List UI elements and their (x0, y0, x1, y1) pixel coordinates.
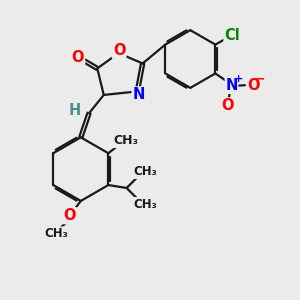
Text: O: O (113, 43, 125, 58)
Text: CH₃: CH₃ (133, 198, 157, 211)
Text: O: O (247, 78, 260, 93)
Text: CH₃: CH₃ (133, 165, 157, 178)
Text: CH₃: CH₃ (44, 227, 68, 240)
Text: CH₃: CH₃ (113, 134, 139, 147)
Text: N: N (133, 87, 145, 102)
Text: N: N (225, 78, 238, 93)
Text: O: O (63, 208, 76, 223)
Text: O: O (221, 98, 234, 113)
Text: O: O (72, 50, 84, 65)
Text: +: + (233, 74, 243, 84)
Text: H: H (69, 103, 81, 118)
Text: −: − (254, 73, 265, 86)
Text: Cl: Cl (224, 28, 240, 43)
